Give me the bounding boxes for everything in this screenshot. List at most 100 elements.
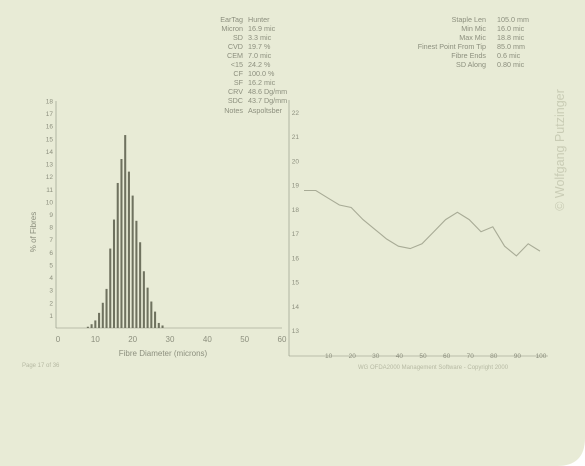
- summary-right-value: 85.0 mm: [497, 42, 525, 52]
- summary-left-label: Notes: [224, 105, 243, 115]
- summary-right-label: Fibre Ends: [451, 51, 486, 61]
- histogram-x-tick-label: 50: [240, 335, 249, 344]
- profile-y-tick-label: 20: [292, 158, 300, 165]
- summary-left-label: SDC: [227, 96, 243, 106]
- summary-right-label: Max Mic: [459, 33, 486, 43]
- histogram-bar: [101, 302, 104, 328]
- summary-right-value: 0.80 mic: [497, 60, 525, 70]
- histogram-y-tick-label: 14: [46, 149, 54, 156]
- histogram-bar: [157, 322, 160, 328]
- profile-x-tick-label: 50: [419, 353, 427, 360]
- summary-left-label: SF: [233, 78, 243, 88]
- summary-left-value: 43.7 Dg/mm: [248, 96, 288, 106]
- histogram-bar: [139, 242, 142, 328]
- histogram-y-tick-label: 10: [46, 199, 54, 206]
- histogram-y-axis-label: % of Fibres: [29, 212, 38, 252]
- histogram-y-tick-label: 2: [49, 300, 53, 307]
- summary-right-label: Finest Point From Tip: [417, 42, 486, 52]
- histogram-bar: [154, 311, 157, 328]
- summary-left-value: Aspoltsber: [248, 105, 282, 115]
- histogram-bar: [150, 301, 153, 328]
- histogram-bar: [116, 182, 119, 328]
- histogram-x-tick-label: 10: [91, 335, 100, 344]
- page-number: Page 17 of 36: [22, 363, 60, 369]
- summary-left-value: 48.6 Dg/mm: [248, 87, 288, 97]
- histogram-bar: [86, 326, 89, 328]
- profile-x-tick-label: 20: [349, 353, 357, 360]
- histogram-bar: [131, 195, 134, 328]
- histogram-x-tick-label: 60: [278, 335, 287, 344]
- profile-y-tick-label: 21: [292, 134, 300, 141]
- summary-right-label: SD Along: [456, 60, 486, 70]
- summary-left-value: 24.2 %: [248, 60, 271, 70]
- profile-x-tick-label: 80: [490, 353, 498, 360]
- summary-left-value: 19.7 %: [248, 42, 271, 52]
- profile-y-tick-label: 14: [292, 304, 300, 311]
- histogram-bar: [94, 320, 97, 328]
- histogram-x-tick-label: 0: [56, 335, 61, 344]
- histogram-x-tick-label: 40: [203, 335, 212, 344]
- histogram-y-tick-label: 18: [46, 99, 54, 106]
- histogram-x-tick-label: 20: [128, 335, 137, 344]
- profile-x-tick-label: 60: [443, 353, 451, 360]
- profile-y-tick-label: 15: [292, 280, 300, 287]
- summary-right-value: 0.6 mic: [497, 51, 521, 61]
- histogram-x-tick-label: 30: [166, 335, 175, 344]
- profile-x-tick-label: 30: [372, 353, 380, 360]
- histogram-bar: [142, 271, 145, 328]
- profile-y-tick-label: 19: [292, 183, 300, 190]
- summary-left-label: SD: [233, 33, 243, 43]
- profile-x-tick-label: 10: [325, 353, 333, 360]
- summary-left-label: EarTag: [220, 15, 243, 24]
- histogram-y-tick-label: 16: [46, 124, 54, 131]
- summary-right-label: Staple Len: [451, 15, 486, 24]
- histogram-bar: [90, 324, 93, 328]
- histogram-y-tick-label: 7: [49, 237, 53, 244]
- copyright-footer: WG OFDA2000 Management Software - Copyri…: [358, 365, 509, 371]
- histogram-bar: [127, 171, 130, 328]
- profile-x-tick-label: 100: [536, 353, 547, 360]
- profile-x-tick-label: 90: [514, 353, 522, 360]
- summary-left-value: 16.2 mic: [248, 78, 276, 88]
- histogram-bar: [105, 288, 108, 328]
- histogram-bar: [161, 325, 164, 328]
- histogram-y-tick-label: 5: [49, 262, 53, 269]
- summary-left-label: CF: [233, 69, 243, 79]
- summary-right-label: Min Mic: [461, 24, 486, 34]
- profile-x-tick-label: 70: [467, 353, 475, 360]
- histogram-bar: [120, 159, 123, 328]
- summary-left-label: <15: [230, 60, 243, 70]
- summary-left-label: Micron: [221, 24, 243, 34]
- histogram-y-tick-label: 8: [49, 225, 53, 232]
- summary-right-value: 105.0 mm: [497, 15, 529, 24]
- histogram-bar: [146, 287, 149, 328]
- histogram-x-axis-label: Fibre Diameter (microns): [119, 349, 208, 358]
- profile-y-tick-label: 16: [292, 255, 300, 262]
- histogram-y-tick-label: 4: [49, 275, 53, 282]
- summary-right-value: 16.0 mic: [497, 24, 525, 34]
- histogram-bar: [124, 135, 127, 328]
- histogram-y-tick-label: 6: [49, 250, 53, 257]
- profile-line: [304, 189, 541, 257]
- profile-y-tick-label: 17: [292, 231, 300, 238]
- histogram-y-tick-label: 13: [46, 162, 54, 169]
- summary-left-label: CRV: [227, 87, 243, 97]
- histogram-y-tick-label: 11: [46, 187, 53, 194]
- summary-left-value: 100.0 %: [248, 69, 275, 79]
- summary-left-value: 7.0 mic: [248, 51, 272, 61]
- profile-y-tick-label: 18: [292, 207, 300, 214]
- histogram-bar: [135, 220, 138, 328]
- histogram-bar: [112, 219, 116, 328]
- histogram-y-tick-label: 9: [49, 212, 53, 219]
- profile-y-tick-label: 13: [292, 328, 300, 335]
- summary-left-value: 3.3 mic: [248, 33, 272, 43]
- histogram-bar: [98, 312, 101, 328]
- summary-left-value: 16.9 mic: [248, 24, 276, 34]
- histogram-bar: [109, 248, 112, 328]
- summary-left-value: Hunter: [248, 15, 270, 24]
- profile-y-tick-label: 22: [292, 110, 300, 117]
